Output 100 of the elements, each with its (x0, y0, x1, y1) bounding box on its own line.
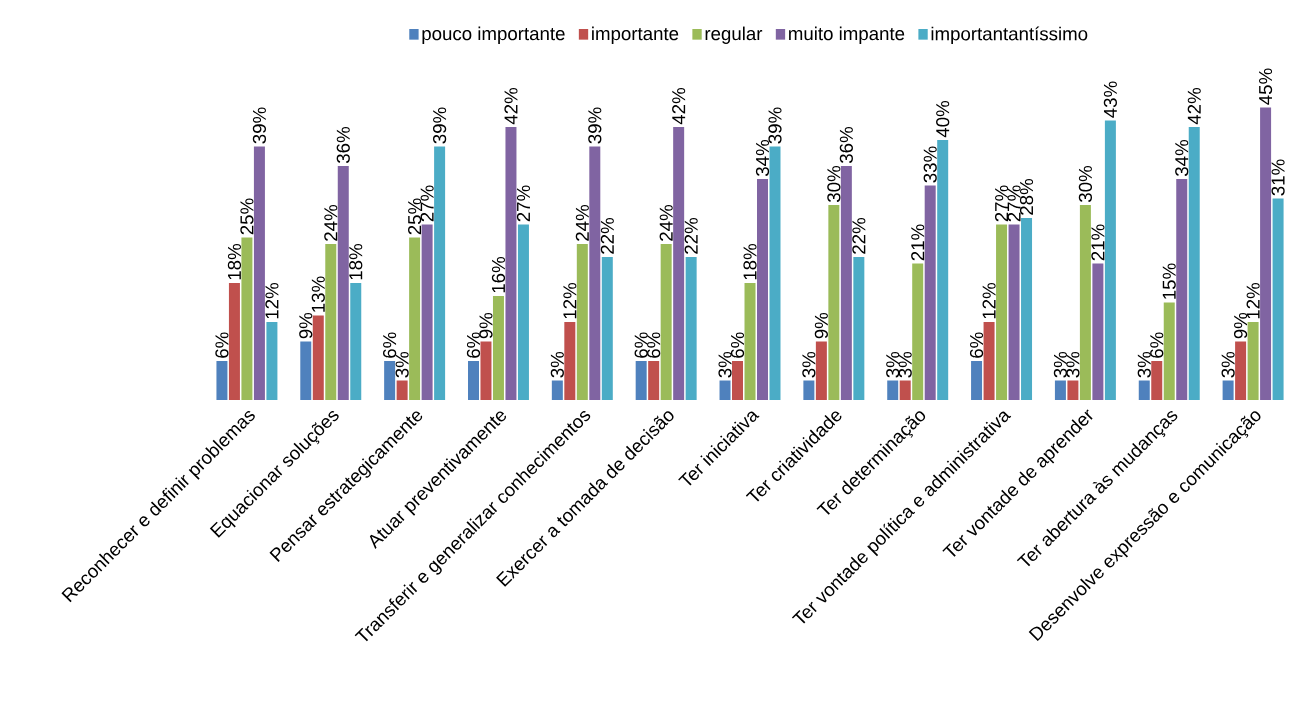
bar (517, 224, 529, 400)
bar (660, 244, 672, 400)
data-label: 42% (672, 88, 686, 125)
bar (576, 244, 588, 400)
data-label: 16% (491, 257, 506, 293)
data-label: 27% (1007, 185, 1021, 222)
data-label: 40% (936, 101, 950, 138)
data-label: 3% (802, 351, 816, 378)
bar (744, 283, 756, 400)
legend-label: pouco importante (422, 26, 565, 44)
data-label: 6% (647, 332, 661, 358)
data-label: 3% (550, 351, 564, 378)
data-label: 6% (215, 332, 229, 358)
bar (1222, 380, 1234, 400)
bar (937, 139, 949, 400)
data-label: 21% (911, 224, 925, 261)
data-label: 3% (1053, 351, 1068, 378)
data-label: 9% (479, 312, 493, 339)
data-label: 30% (827, 166, 841, 203)
data-label: 12% (1246, 283, 1260, 319)
data-label: 25% (240, 198, 254, 235)
bar (467, 361, 479, 400)
bar (924, 185, 936, 400)
data-label: 6% (969, 332, 984, 358)
data-label: 36% (839, 127, 853, 164)
data-label: 3% (1221, 351, 1235, 378)
data-label: 3% (718, 351, 732, 378)
data-label: 18% (349, 244, 363, 280)
bar (1079, 204, 1091, 400)
data-label: 36% (336, 127, 350, 164)
bar (912, 263, 924, 400)
bar (769, 146, 781, 400)
bar (996, 224, 1008, 400)
data-label: 39% (432, 107, 447, 144)
bar (241, 237, 253, 400)
data-label: 27% (994, 185, 1009, 222)
data-label: 3% (1066, 351, 1080, 378)
data-label: 18% (227, 244, 242, 280)
bar (685, 256, 697, 400)
bar (325, 244, 337, 400)
data-label: 6% (730, 332, 745, 358)
bar (828, 204, 840, 400)
data-label: 27% (516, 185, 531, 222)
bar (300, 341, 312, 400)
data-label: 25% (408, 198, 422, 235)
data-label: 33% (923, 146, 937, 183)
bar (312, 315, 324, 400)
bar (635, 361, 647, 400)
bar (1235, 341, 1247, 400)
bar (648, 361, 660, 400)
bar (719, 380, 731, 400)
data-label: 3% (1137, 351, 1151, 378)
bar (396, 380, 408, 400)
data-label: 39% (768, 107, 782, 144)
bar (853, 256, 865, 400)
bar (803, 380, 815, 400)
bar (384, 361, 396, 400)
bar (589, 146, 601, 400)
bar (1138, 380, 1150, 400)
data-label: 24% (575, 205, 589, 241)
data-label: 12% (265, 283, 279, 319)
bar (1067, 380, 1079, 400)
data-label: 22% (600, 218, 614, 254)
bar (228, 283, 240, 400)
bar (492, 295, 504, 400)
bar (1188, 126, 1200, 400)
bar (216, 361, 228, 400)
data-label: 45% (1259, 68, 1273, 105)
data-label: 30% (1078, 166, 1093, 203)
data-label: 22% (852, 218, 866, 254)
data-label: 39% (588, 107, 602, 144)
data-label: 39% (252, 107, 267, 144)
bar (409, 237, 421, 400)
data-label: 42% (1187, 88, 1201, 125)
bar (1176, 178, 1188, 400)
bar (551, 380, 563, 400)
data-label: 43% (1103, 81, 1117, 118)
bar (337, 165, 349, 400)
bar (1260, 107, 1272, 400)
bar (601, 256, 613, 400)
data-label: 3% (395, 351, 409, 378)
data-label: 13% (311, 276, 325, 312)
bar (757, 178, 768, 400)
bar (421, 224, 433, 400)
bar (1008, 224, 1020, 400)
bar (434, 146, 446, 400)
bar (971, 361, 983, 400)
data-label: 34% (1175, 140, 1189, 177)
bar (1151, 361, 1163, 400)
legend-label: muito impante (789, 26, 905, 44)
bar (1054, 380, 1066, 400)
data-label: 9% (814, 312, 828, 339)
bar (1272, 198, 1284, 400)
data-label: 12% (982, 283, 996, 319)
bar (564, 322, 576, 400)
legend-label: importante (592, 26, 679, 44)
bar (266, 322, 278, 400)
data-label: 6% (466, 332, 481, 358)
data-label: 22% (684, 218, 698, 254)
bar (505, 126, 517, 400)
